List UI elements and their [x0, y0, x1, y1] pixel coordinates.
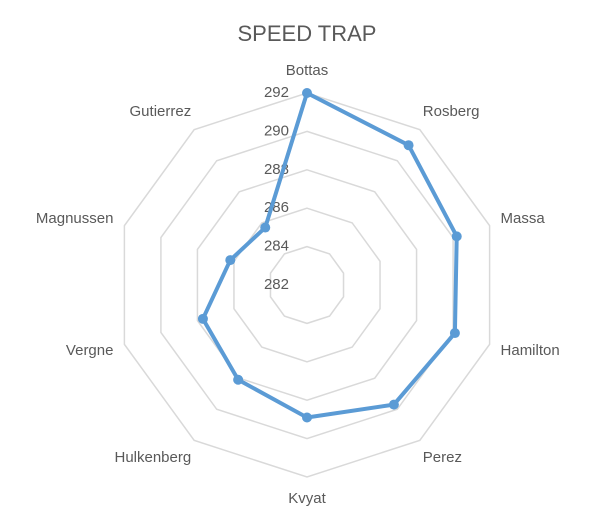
tick-label: 290	[264, 122, 289, 139]
spoke	[194, 285, 307, 440]
data-point	[233, 374, 244, 385]
data-point	[302, 88, 312, 98]
data-point	[225, 255, 236, 266]
spoke	[307, 226, 490, 285]
category-label: Bottas	[286, 62, 329, 79]
data-point	[260, 222, 271, 233]
spoke	[307, 285, 420, 440]
tick-label: 282	[264, 276, 289, 293]
category-label: Perez	[423, 449, 462, 466]
data-point	[302, 412, 312, 423]
spoke	[307, 285, 490, 344]
category-label: Hulkenberg	[114, 449, 191, 466]
category-label: Rosberg	[423, 103, 480, 120]
data-point	[403, 140, 414, 151]
data-point	[197, 313, 208, 324]
grid-ring	[269, 245, 345, 325]
category-label: Massa	[501, 210, 546, 227]
category-label: Gutierrez	[130, 103, 192, 120]
category-label: Magnussen	[36, 210, 114, 227]
grid-ring	[123, 92, 491, 478]
data-point	[388, 399, 399, 410]
data-point	[449, 328, 460, 339]
tick-label: 284	[264, 238, 289, 255]
grid-ring	[196, 169, 418, 401]
chart-title: SPEED TRAP	[238, 21, 377, 46]
spoke	[307, 130, 420, 285]
category-label: Kvyat	[288, 490, 326, 507]
category-label: Vergne	[66, 342, 114, 359]
category-label: Hamilton	[501, 342, 560, 359]
grid-ring	[160, 130, 454, 440]
data-point	[451, 231, 462, 242]
tick-label: 292	[264, 84, 289, 101]
